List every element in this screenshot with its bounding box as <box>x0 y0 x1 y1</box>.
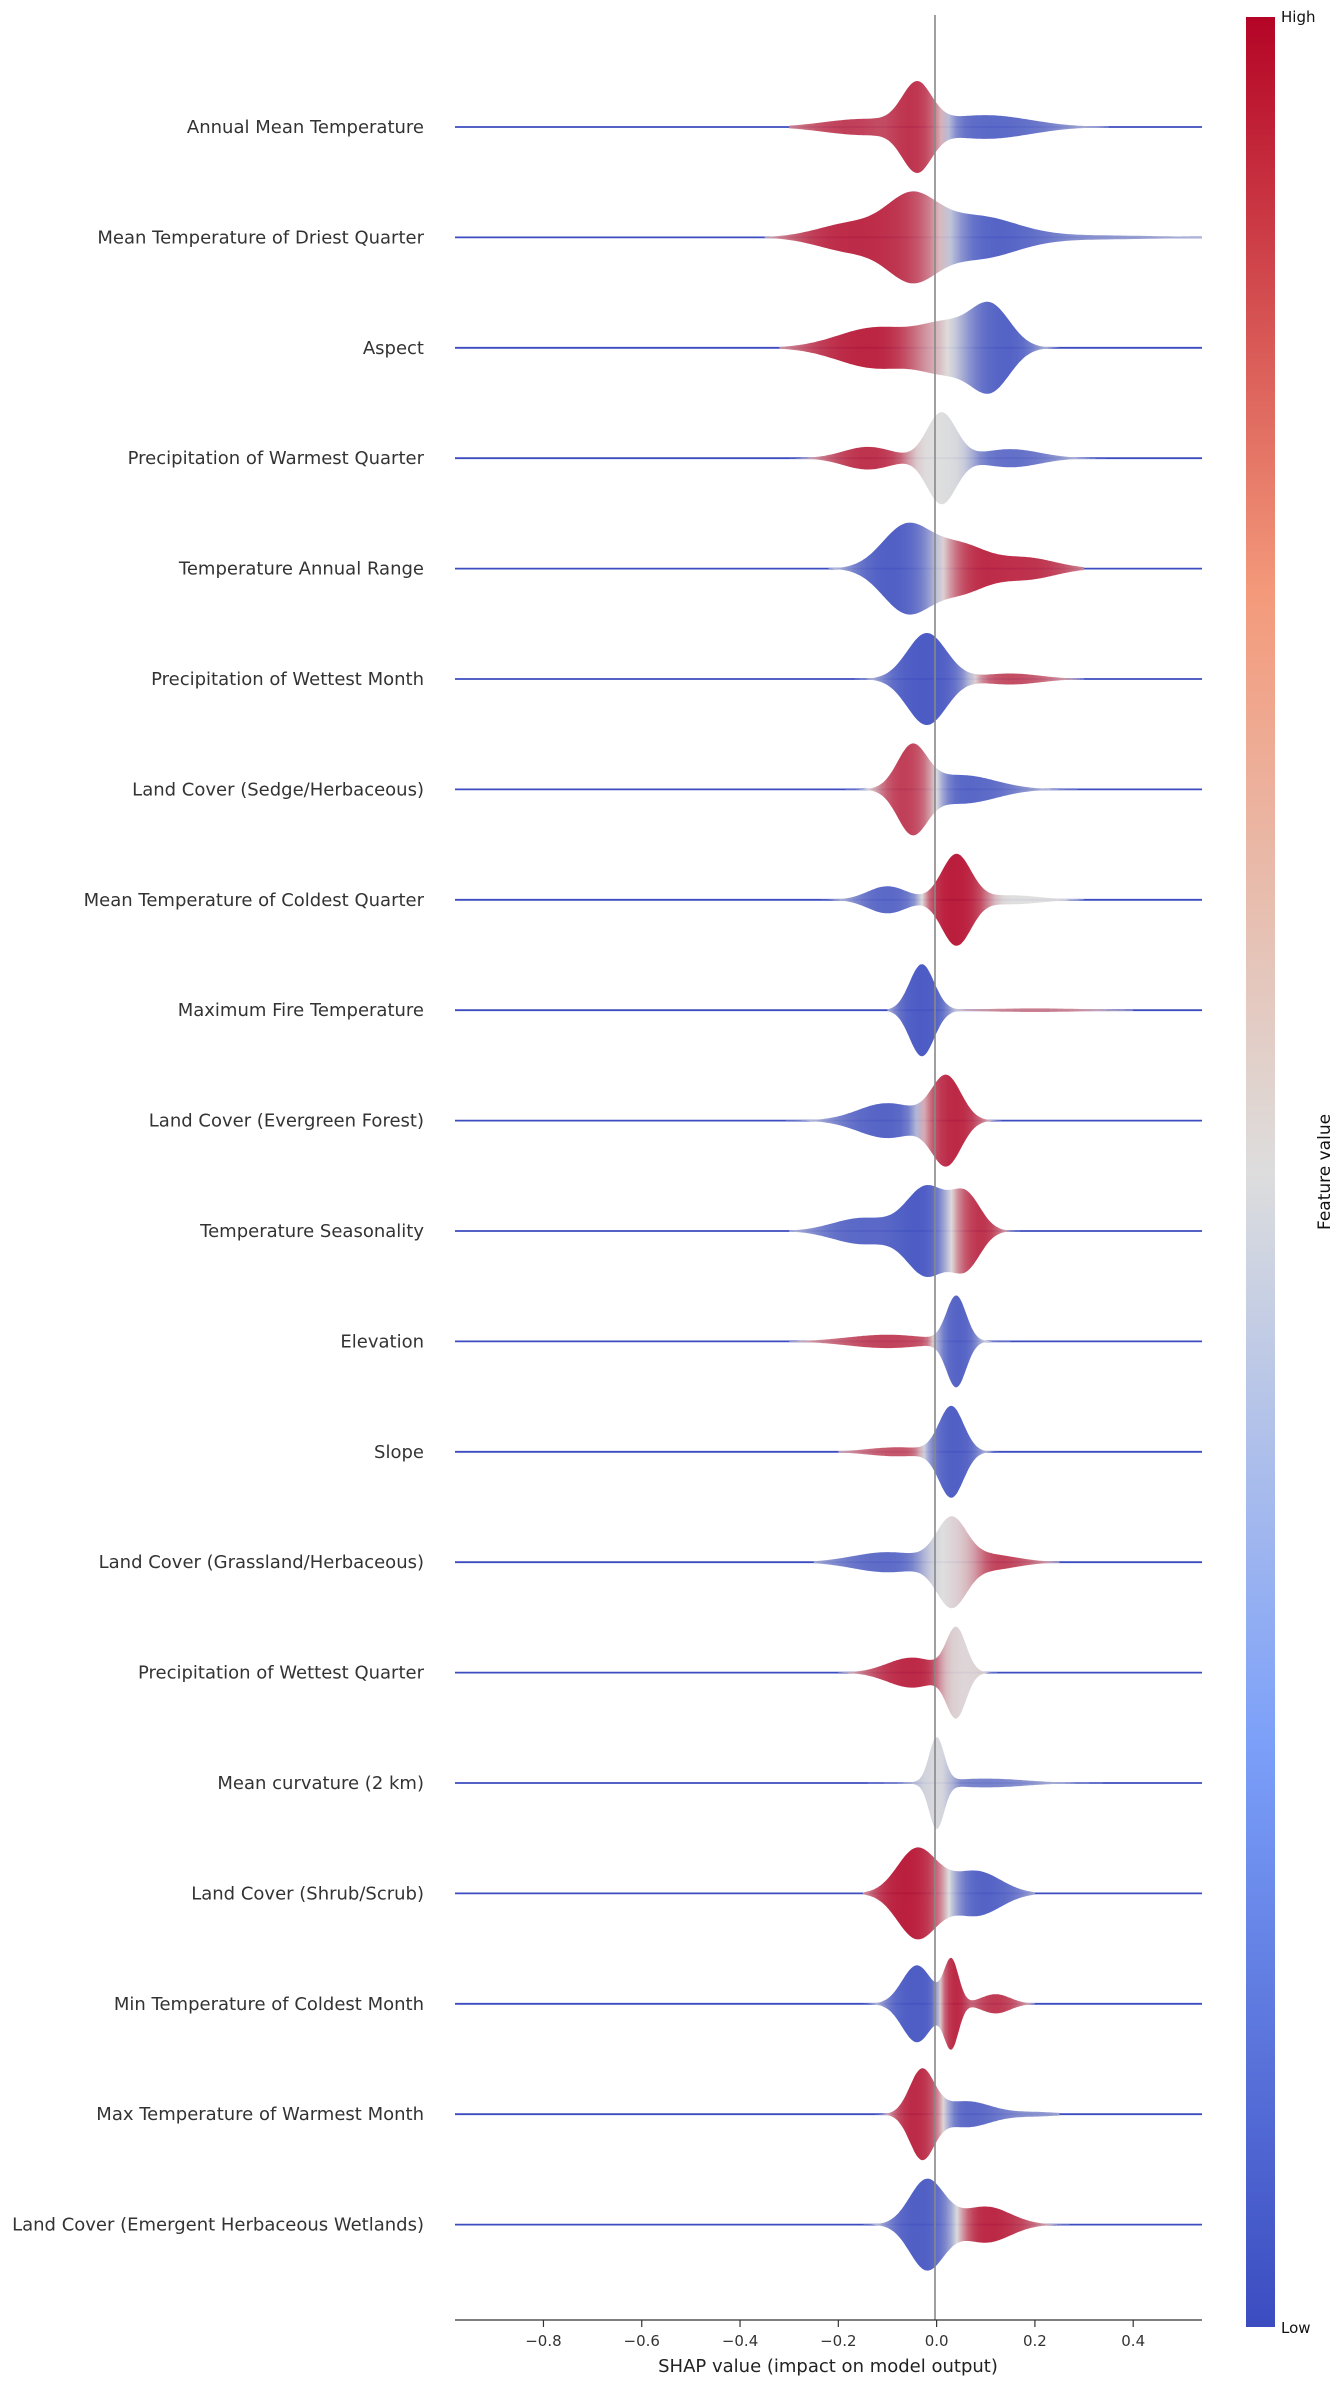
violin-shape <box>838 2068 1060 2161</box>
x-tick-label: −0.8 <box>525 2332 561 2350</box>
feature-label: Temperature Annual Range <box>178 559 424 580</box>
violin-6 <box>455 633 1202 725</box>
violin-4 <box>455 412 1202 505</box>
violin-shape <box>862 1957 1035 2050</box>
violin-15 <box>455 1626 1202 1719</box>
x-tick-label: −0.2 <box>820 2332 856 2350</box>
violin-shape <box>862 1847 1035 1940</box>
violin-20 <box>455 2178 1202 2271</box>
colorbar-title: Feature value <box>1315 1114 1335 1230</box>
violin-shape <box>764 191 1202 284</box>
feature-label: Aspect <box>363 338 424 359</box>
violin-shape <box>887 964 1134 1057</box>
feature-label: Elevation <box>340 1331 424 1352</box>
violin-1 <box>455 81 1202 173</box>
violin-shape <box>813 1516 1060 1609</box>
feature-label: Land Cover (Sedge/Herbaceous) <box>132 779 424 800</box>
violin-18 <box>455 1957 1202 2050</box>
violin-shape <box>828 633 1085 725</box>
violin-shape <box>838 1626 1011 1719</box>
feature-label: Min Temperature of Coldest Month <box>114 1994 424 2015</box>
feature-label-group: Annual Mean Temperature Mean Temperature … <box>12 117 425 2236</box>
violin-14 <box>455 1516 1202 1609</box>
violin-10 <box>455 1074 1202 1167</box>
feature-label: Mean Temperature of Coldest Quarter <box>84 890 425 911</box>
violin-shape <box>789 1185 1060 1277</box>
violin-shape <box>789 853 1085 946</box>
colorbar-high-label: High <box>1281 8 1315 26</box>
violin-shape <box>862 2178 1085 2271</box>
violin-shape <box>813 1737 1183 1829</box>
feature-label: Slope <box>374 1442 424 1463</box>
x-tick-label: −0.4 <box>722 2332 758 2350</box>
feature-label: Mean curvature (2 km) <box>217 1773 424 1794</box>
feature-label: Land Cover (Shrub/Scrub) <box>191 1883 424 1904</box>
violin-17 <box>455 1847 1202 1940</box>
violin-shape <box>828 522 1085 615</box>
colorbar-gradient <box>1246 17 1275 2327</box>
violin-group <box>455 81 1202 2271</box>
feature-label: Max Temperature of Warmest Month <box>96 2104 424 2125</box>
violin-shape <box>789 412 1109 505</box>
x-tick-label: 0.2 <box>1023 2332 1047 2350</box>
violin-8 <box>455 853 1202 946</box>
feature-label: Land Cover (Evergreen Forest) <box>149 1111 424 1132</box>
feature-label: Precipitation of Wettest Month <box>151 669 424 690</box>
violin-11 <box>455 1185 1202 1277</box>
violin-2 <box>455 191 1202 284</box>
violin-13 <box>455 1405 1202 1498</box>
feature-label: Land Cover (Emergent Herbaceous Wetlands… <box>12 2215 424 2236</box>
x-tick-label: −0.6 <box>624 2332 660 2350</box>
violin-12 <box>455 1295 1202 1388</box>
x-axis: −0.8 −0.6 −0.4 −0.2 0.0 0.2 0.4 SHAP value (im… <box>455 2319 1202 2377</box>
x-tick-group: −0.8 −0.6 −0.4 −0.2 0.0 0.2 0.4 <box>525 2320 1145 2350</box>
violin-19 <box>455 2068 1202 2161</box>
x-tick-label: 0.0 <box>925 2332 949 2350</box>
violin-shape <box>789 1295 1011 1388</box>
feature-label: Precipitation of Wettest Quarter <box>138 1663 425 1684</box>
feature-label: Land Cover (Grassland/Herbaceous) <box>99 1552 424 1573</box>
violin-9 <box>455 964 1202 1057</box>
violin-7 <box>455 743 1202 836</box>
violin-shape <box>779 301 1060 394</box>
violin-shape <box>789 81 1109 173</box>
colorbar-low-label: Low <box>1281 2319 1311 2337</box>
x-axis-label: SHAP value (impact on model output) <box>658 2356 998 2377</box>
feature-label: Mean Temperature of Driest Quarter <box>97 227 424 248</box>
violin-shape <box>764 1074 1085 1167</box>
violin-shape <box>838 743 1085 836</box>
feature-label: Temperature Seasonality <box>199 1221 424 1242</box>
colorbar: High Low Feature value <box>1246 8 1335 2337</box>
feature-label: Precipitation of Warmest Quarter <box>128 448 425 469</box>
feature-label: Maximum Fire Temperature <box>178 1000 424 1021</box>
feature-label: Annual Mean Temperature <box>187 117 424 138</box>
violin-shape <box>838 1405 1011 1498</box>
violin-5 <box>455 522 1202 615</box>
x-tick-label: 0.4 <box>1121 2332 1145 2350</box>
violin-16 <box>455 1737 1202 1829</box>
violin-3 <box>455 301 1202 394</box>
